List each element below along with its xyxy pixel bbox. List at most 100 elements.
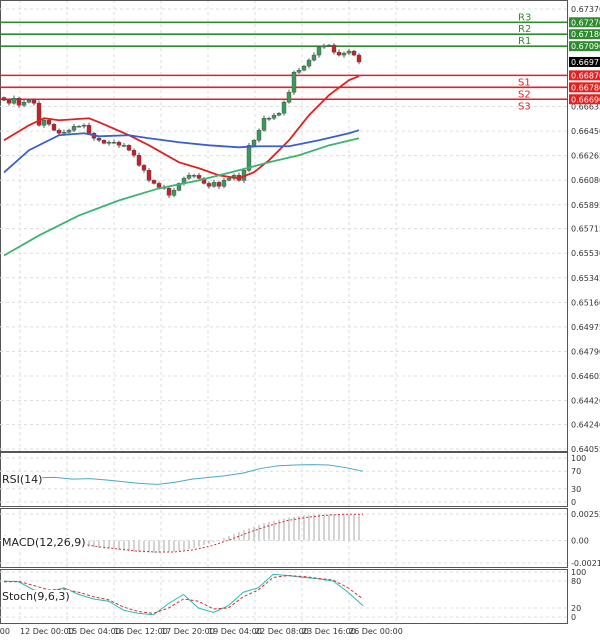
indicator-tick-label: 0 bbox=[571, 498, 576, 507]
candle-bull bbox=[266, 118, 272, 120]
indicator-tick-label: 70 bbox=[571, 467, 581, 476]
candle-bull bbox=[106, 142, 112, 144]
level-value: 0.66870 bbox=[571, 71, 600, 80]
level-value: 0.67090 bbox=[571, 42, 600, 51]
candle-bear bbox=[156, 183, 162, 188]
indicator-tick-label: 80 bbox=[571, 577, 581, 586]
level-label-R3: R3 bbox=[518, 12, 531, 23]
level-badge bbox=[569, 17, 600, 28]
moving-average-line bbox=[3, 129, 360, 174]
indicator-tick-label: 20 bbox=[571, 604, 581, 613]
candle-bear bbox=[31, 99, 37, 104]
candle-bear bbox=[86, 125, 92, 134]
price-tick-label: 0.65895 bbox=[571, 201, 600, 210]
time-tick-label: 16 Dec 12:00 bbox=[114, 627, 168, 636]
candle-bear bbox=[146, 170, 152, 181]
candle-bull bbox=[291, 71, 297, 93]
candle-bull bbox=[346, 50, 352, 54]
price-tick-label: 0.64605 bbox=[571, 372, 600, 381]
candle-bull bbox=[226, 178, 232, 181]
candle-bull bbox=[81, 125, 87, 127]
time-tick-label: 12 Dec 00:00 bbox=[20, 627, 74, 636]
candle-bear bbox=[166, 188, 172, 196]
candle-bear bbox=[6, 99, 12, 104]
price-tick-label: 0.64975 bbox=[571, 323, 600, 332]
time-tick-label: 26 Dec 00:00 bbox=[349, 627, 403, 636]
candle-bear bbox=[136, 155, 142, 166]
candle-bull bbox=[256, 129, 262, 141]
level-value: 0.67270 bbox=[571, 18, 600, 27]
panel-border bbox=[0, 0, 568, 452]
candle-bull bbox=[211, 182, 217, 187]
time-tick-label: 19 Dec 04:00 bbox=[208, 627, 262, 636]
candle-bull bbox=[186, 175, 192, 179]
price-tick-label: 0.66635 bbox=[571, 103, 600, 112]
price-tick-label: 0.65345 bbox=[571, 274, 600, 283]
candle-bull bbox=[191, 175, 197, 177]
candle-bull bbox=[281, 101, 287, 114]
candle-bear bbox=[351, 50, 357, 56]
panel-border bbox=[0, 569, 568, 624]
candle-bull bbox=[246, 145, 252, 171]
candle-bear bbox=[141, 165, 147, 171]
candle-bear bbox=[96, 138, 102, 141]
price-tick-label: 0.65715 bbox=[571, 225, 600, 234]
indicator-tick-label: 0.002524 bbox=[571, 510, 600, 519]
time-tick-label: 23 Dec 16:00 bbox=[302, 627, 356, 636]
candle-bull bbox=[296, 69, 302, 73]
stoch-title: Stoch(9,6,3) bbox=[2, 590, 70, 603]
current-price-badge bbox=[569, 56, 600, 67]
level-badge bbox=[569, 41, 600, 52]
indicator-tick-label: 0 bbox=[571, 613, 576, 622]
candle-bull bbox=[11, 97, 17, 104]
indicator-tick-label: 0.00 bbox=[571, 536, 589, 545]
candle-bear bbox=[1, 97, 7, 101]
moving-average-line bbox=[3, 75, 360, 180]
candle-bear bbox=[131, 150, 137, 156]
time-tick-label: 15 Dec 04:00 bbox=[67, 627, 121, 636]
time-tick-label: 6:00 bbox=[0, 627, 10, 636]
price-tick-label: 0.64055 bbox=[571, 445, 600, 454]
candle-bull bbox=[286, 92, 292, 103]
level-badge bbox=[569, 70, 600, 81]
price-tick-label: 0.66265 bbox=[571, 152, 600, 161]
level-badge bbox=[569, 29, 600, 40]
rsi-line bbox=[3, 464, 364, 485]
candle-bear bbox=[331, 44, 337, 53]
candle-bull bbox=[71, 126, 77, 131]
candle-bear bbox=[206, 183, 212, 187]
panel-border bbox=[0, 508, 568, 568]
candle-bull bbox=[76, 126, 82, 128]
candle-bear bbox=[46, 120, 52, 125]
level-label-S1: S1 bbox=[518, 77, 531, 88]
level-value: 0.67180 bbox=[571, 30, 600, 39]
time-tick-label: 22 Dec 08:00 bbox=[255, 627, 309, 636]
candle-bear bbox=[356, 54, 362, 63]
indicator-tick-label: 100 bbox=[571, 454, 586, 463]
level-label-S2: S2 bbox=[518, 89, 531, 100]
candle-bull bbox=[306, 59, 312, 67]
candle-bear bbox=[196, 175, 202, 179]
candle-bear bbox=[101, 140, 107, 144]
candle-bull bbox=[21, 101, 27, 106]
level-label-S3: S3 bbox=[518, 101, 531, 112]
stoch-main-line bbox=[3, 573, 364, 616]
candle-bull bbox=[176, 183, 182, 191]
candle-bull bbox=[66, 129, 72, 133]
indicator-tick-label: -0.00215 bbox=[571, 559, 600, 568]
moving-average-line bbox=[3, 137, 360, 257]
candle-bull bbox=[341, 52, 347, 56]
level-label-R1: R1 bbox=[518, 36, 531, 47]
candle-bull bbox=[271, 114, 277, 119]
candle-bull bbox=[111, 142, 117, 144]
candle-bull bbox=[61, 132, 67, 134]
